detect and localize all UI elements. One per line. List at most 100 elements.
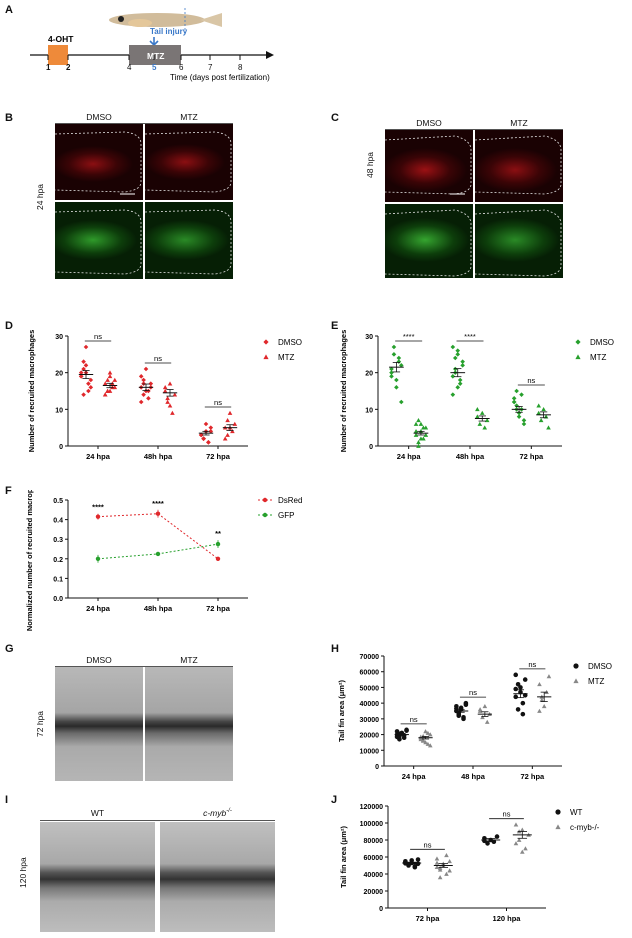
micro-g-side-label: 72 hpa: [35, 711, 45, 737]
timeline-tick-label: 2: [66, 63, 71, 72]
data-point: [447, 868, 452, 873]
data-point: [81, 359, 86, 364]
data-point: [81, 392, 86, 397]
timeline-tick-label: 5: [152, 63, 157, 72]
data-point: [521, 418, 527, 423]
micro-b-left-title: DMSO: [86, 112, 112, 122]
panel-label-d: D: [5, 320, 13, 332]
y-tick-label: 40000: [364, 872, 384, 879]
data-point: [86, 381, 91, 386]
data-point: [575, 339, 581, 345]
legend-label: WT: [570, 808, 583, 817]
data-point: [434, 864, 440, 870]
data-point: [415, 857, 421, 862]
data-point: [520, 849, 525, 854]
data-point: [494, 834, 500, 839]
data-point: [427, 732, 433, 737]
data-point: [511, 399, 517, 405]
micro-i-side-label: 120 hpa: [18, 857, 28, 888]
data-point: [546, 425, 551, 430]
chart-j: 0 20000 40000 60000 80000 100000 120000 Tail fi…: [339, 804, 600, 923]
data-point: [394, 377, 399, 383]
data-point: [230, 429, 235, 434]
micrograph-panel-i: WT c-myb-/- 120 hpa: [18, 808, 275, 934]
data-point: [555, 824, 561, 830]
x-tick-label: 72 hpa: [206, 604, 231, 613]
data-point: [416, 418, 421, 423]
micro-c-side-label: 48 hpa: [365, 152, 375, 178]
significance-label: ns: [424, 840, 432, 849]
data-point: [391, 344, 397, 350]
panel-label-b: B: [5, 112, 13, 124]
zebrafish-illustration: [109, 13, 222, 27]
y-tick-label: 0.0: [53, 596, 63, 603]
micro-i-left-title: WT: [90, 808, 105, 818]
data-point: [396, 359, 402, 364]
data-point: [425, 730, 431, 735]
data-point: [484, 719, 490, 724]
injury-arrow-icon: [149, 37, 159, 47]
data-point: [434, 860, 440, 865]
data-point: [416, 440, 421, 445]
data-point: [162, 388, 168, 393]
data-point: [573, 663, 579, 669]
data-point: [511, 396, 517, 401]
data-point: [83, 344, 89, 350]
y-tick-label: 20: [55, 371, 63, 378]
y-tick-label: 30: [365, 334, 373, 341]
tail-injury-label: Tail injury: [150, 27, 188, 36]
data-point: [225, 418, 230, 423]
data-point: [394, 385, 399, 390]
chart-h: 0 10000 20000 30000 40000 50000 60000 70000 Tail…: [337, 654, 612, 781]
significance-label: ****: [403, 332, 415, 341]
panel-label-e: E: [331, 320, 339, 332]
data-point: [394, 734, 400, 740]
data-point: [263, 339, 269, 345]
data-point: [519, 392, 524, 397]
data-point: [138, 374, 144, 379]
y-tick-label: 70000: [360, 654, 380, 661]
significance-label: **: [215, 529, 221, 538]
legend-marker: [262, 512, 268, 518]
data-point: [522, 677, 528, 682]
x-tick-label: 24 hpa: [397, 452, 422, 461]
data-point: [555, 809, 561, 815]
micro-g-left-title: DMSO: [86, 655, 112, 665]
data-point: [155, 511, 161, 516]
data-point: [165, 399, 170, 404]
y-tick-label: 20000: [360, 733, 380, 740]
data-point: [516, 837, 522, 842]
micro-c-red-right: [475, 130, 563, 202]
data-point: [454, 706, 459, 711]
data-point: [107, 374, 113, 379]
y-tick-label: 0: [59, 444, 63, 451]
micro-c-left-title: DMSO: [416, 118, 442, 128]
legend-marker: [262, 497, 268, 503]
significance-label: ****: [464, 332, 476, 341]
data-point: [523, 846, 528, 851]
data-point: [513, 841, 519, 846]
data-point: [112, 377, 118, 382]
data-point: [475, 407, 480, 412]
micro-b-side-label: 24 hpa: [35, 184, 45, 210]
data-point: [475, 414, 480, 419]
significance-label: ****: [152, 499, 164, 508]
data-point: [396, 355, 402, 361]
data-point: [516, 414, 522, 419]
y-tick-label: 30000: [360, 717, 380, 724]
significance-label: ns: [410, 715, 418, 724]
data-point: [227, 410, 233, 415]
panel-label-i: I: [5, 794, 9, 806]
micrograph-panel-g: DMSO MTZ 72 hpa: [35, 655, 233, 783]
data-point: [201, 436, 206, 441]
data-point: [105, 377, 110, 382]
y-tick-label: 0.5: [53, 498, 63, 505]
data-point: [521, 421, 527, 427]
data-point: [421, 436, 426, 441]
data-point: [148, 381, 154, 386]
timeline-arrowhead-icon: [266, 51, 274, 59]
y-tick-label: 0: [369, 444, 373, 451]
timeline-tick-label: 4: [127, 63, 132, 72]
data-point: [479, 410, 485, 415]
data-point: [165, 396, 170, 401]
